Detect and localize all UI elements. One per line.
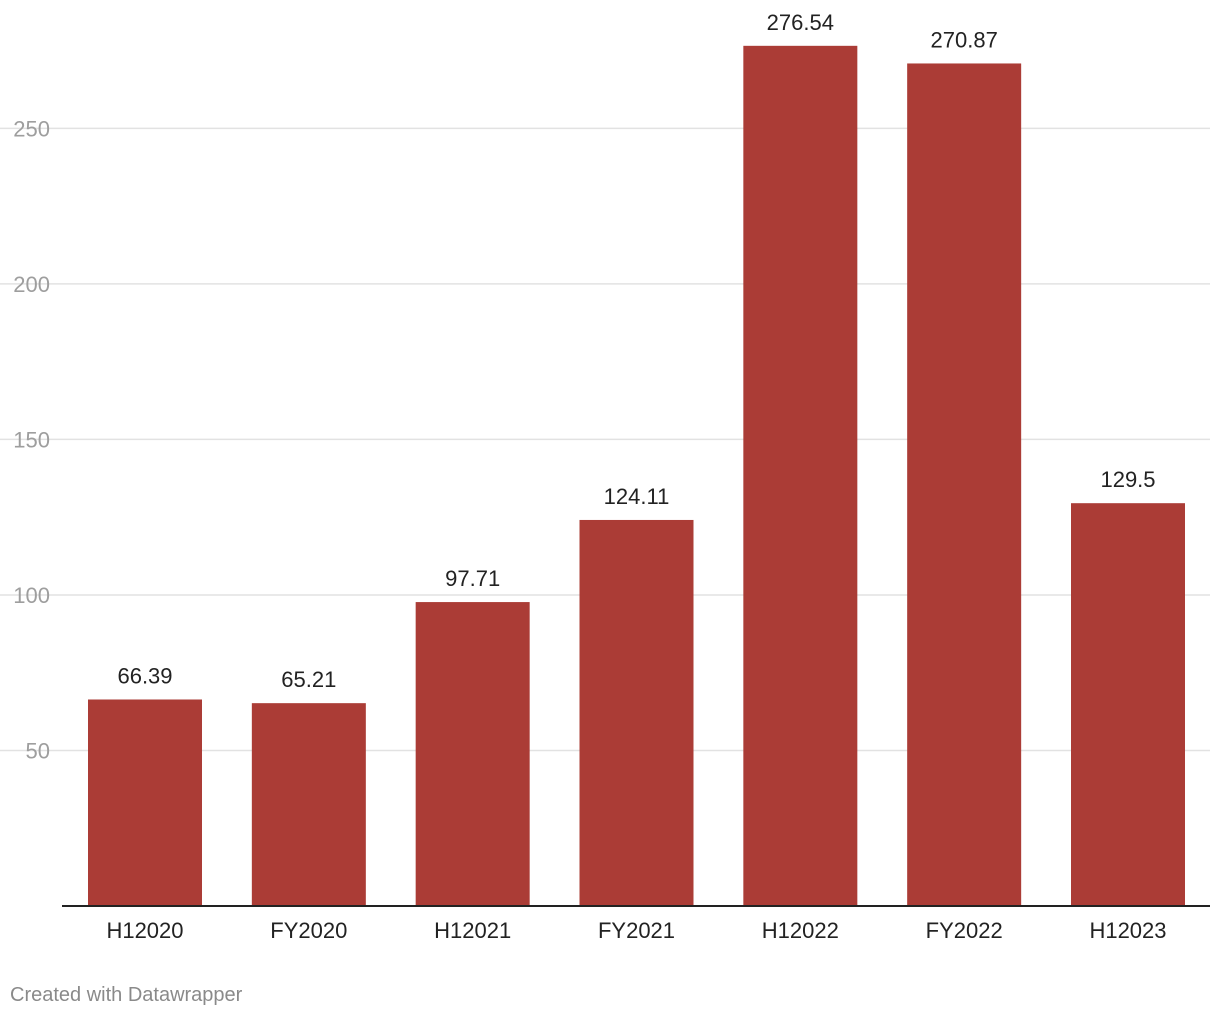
y-tick-label-150: 150 (13, 427, 50, 452)
bar-H12023 (1071, 503, 1185, 906)
y-tick-label-50: 50 (26, 738, 50, 763)
bar-value-label-H12023: 129.5 (1100, 467, 1155, 492)
x-tick-label-H12020: H12020 (106, 918, 183, 943)
datawrapper-credit: Created with Datawrapper (10, 984, 243, 1006)
bar-value-label-H12020: 66.39 (117, 663, 172, 688)
bar-value-label-FY2020: 65.21 (281, 667, 336, 692)
labels: 50 100 150 200 250 66.39 H12020 65.21 FY2020 97.7… (13, 10, 1210, 943)
bar-value-label-FY2021: 124.11 (604, 484, 670, 509)
bar-H12022 (743, 45, 858, 907)
bar-FY2022 (907, 63, 1022, 907)
bar-value-label-H12022: 276.54 (767, 10, 834, 35)
x-tick-label-H12021: H12021 (434, 918, 511, 943)
bar-chart: 50 100 150 200 250 66.39 H12020 65.21 FY2020 97.7… (0, 10, 1210, 943)
x-tick-label-FY2022: FY2022 (926, 918, 1003, 943)
x-tick-label-H12022: H12022 (762, 918, 839, 943)
bar-FY2021 (579, 519, 694, 906)
y-tick-label-250: 250 (13, 116, 50, 141)
x-tick-label-FY2021: FY2021 (598, 918, 675, 943)
bars (88, 45, 1185, 907)
bar-H12020 (88, 699, 202, 906)
y-tick-label-100: 100 (13, 583, 50, 608)
x-tick-label-H12023: H12023 (1089, 918, 1166, 943)
bar-value-label-H12021: 97.71 (445, 566, 500, 591)
x-tick-label-FY2020: FY2020 (270, 918, 347, 943)
bar-value-label-FY2022: 270.87 (931, 27, 998, 52)
bar-FY2020 (251, 703, 366, 906)
bar-H12021 (415, 602, 530, 906)
y-tick-label-200: 200 (13, 272, 50, 297)
